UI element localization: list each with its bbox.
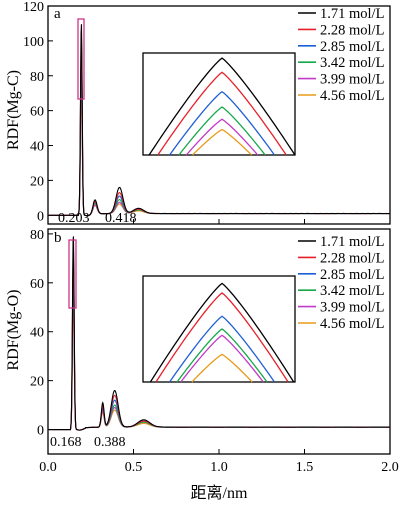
y-tick-label: 120 bbox=[23, 0, 44, 15]
inset-series-line bbox=[178, 106, 266, 156]
legend-entry: 2.28 mol/L bbox=[320, 250, 384, 266]
panel-a-inset bbox=[142, 52, 296, 156]
panel-a-peak-label-2: 0.418 bbox=[105, 211, 137, 226]
y-tick-label: 80 bbox=[30, 228, 44, 243]
legend-entry: 3.42 mol/L bbox=[320, 283, 384, 299]
inset-series-line bbox=[191, 353, 253, 383]
y-tick-label: 100 bbox=[23, 35, 44, 50]
panel-a-highlight-box bbox=[77, 18, 85, 100]
y-tick-label: 20 bbox=[30, 174, 44, 189]
legend-entry: 4.56 mol/L bbox=[320, 88, 384, 104]
y-tick-label: 60 bbox=[30, 105, 44, 120]
inset-series-line bbox=[149, 282, 295, 383]
panel-b-legend: 1.71 mol/L2.28 mol/L2.85 mol/L3.42 mol/L… bbox=[298, 234, 384, 332]
panel-a-x-ticks bbox=[47, 219, 391, 224]
x-axis-label: 距离/nm bbox=[191, 484, 248, 502]
inset-series-line bbox=[192, 128, 252, 156]
legend-entry: 2.85 mol/L bbox=[320, 267, 384, 283]
inset-series-line bbox=[157, 71, 287, 156]
y-tick-label: 0 bbox=[37, 424, 44, 439]
x-tick-label: 2.0 bbox=[381, 460, 399, 475]
panel-a-series-lines bbox=[48, 24, 391, 217]
panel-b-label: b bbox=[54, 230, 62, 246]
panel-b-inset bbox=[142, 275, 296, 383]
panel-a-ylabel: RDF(Mg-C) bbox=[5, 70, 22, 150]
panel-a-legend: 1.71 mol/L2.28 mol/L2.85 mol/L3.42 mol/L… bbox=[298, 6, 384, 104]
panel-b-y-ticks: 0 20 40 60 80 bbox=[30, 228, 53, 439]
panel-b-peak-label-1: 0.168 bbox=[50, 435, 82, 450]
inset-series-line bbox=[180, 334, 264, 383]
y-tick-label: 0 bbox=[37, 209, 44, 224]
y-tick-label: 20 bbox=[30, 375, 44, 390]
legend-entry: 2.28 mol/L bbox=[320, 22, 384, 38]
legend-entry: 1.71 mol/L bbox=[320, 6, 384, 22]
panel-b-inset-frame bbox=[142, 275, 296, 383]
y-tick-label: 40 bbox=[30, 326, 44, 341]
inset-series-line bbox=[169, 315, 276, 383]
panel-a-peak-label-1: 0.203 bbox=[58, 211, 90, 226]
x-tick-labels: 0.0 0.5 1.0 1.5 2.0 bbox=[39, 460, 399, 475]
x-tick-label: 0.5 bbox=[125, 460, 143, 475]
legend-entry: 3.42 mol/L bbox=[320, 55, 384, 71]
panel-b-x-ticks bbox=[47, 449, 391, 454]
x-tick-label: 1.5 bbox=[296, 460, 314, 475]
y-tick-label: 80 bbox=[30, 70, 44, 85]
inset-series-line bbox=[185, 118, 259, 156]
legend-entry: 3.99 mol/L bbox=[320, 72, 384, 88]
inset-series-line bbox=[176, 328, 268, 383]
series-line bbox=[48, 236, 390, 431]
panel-b-series-lines bbox=[48, 236, 391, 431]
panel-b-peak-label-2: 0.388 bbox=[94, 435, 126, 450]
legend-entry: 2.85 mol/L bbox=[320, 39, 384, 55]
legend-entry: 1.71 mol/L bbox=[320, 234, 384, 250]
inset-series-line bbox=[169, 90, 276, 156]
panel-a-inset-lines bbox=[148, 57, 296, 156]
legend-entry: 3.99 mol/L bbox=[320, 300, 384, 316]
panel-b-inset-lines bbox=[149, 282, 295, 383]
x-tick-label: 0.0 bbox=[39, 460, 57, 475]
panel-a-inset-frame bbox=[142, 52, 296, 156]
legend-entry: 4.56 mol/L bbox=[320, 316, 384, 332]
series-line bbox=[48, 24, 390, 217]
panel-b: b RDF(Mg-O) 0 20 40 60 80 0.168 0.388 1.71 m… bbox=[5, 228, 391, 455]
inset-series-line bbox=[148, 57, 296, 156]
x-tick-label: 1.0 bbox=[210, 460, 228, 475]
inset-series-line bbox=[155, 292, 289, 383]
panel-b-ylabel: RDF(Mg-O) bbox=[5, 290, 22, 371]
panel-b-highlight-box bbox=[68, 239, 77, 309]
y-tick-label: 60 bbox=[30, 277, 44, 292]
panel-a-label: a bbox=[54, 6, 61, 22]
panel-a-y-ticks: 0 20 40 60 80 100 120 bbox=[23, 0, 53, 224]
y-tick-label: 40 bbox=[30, 140, 44, 155]
